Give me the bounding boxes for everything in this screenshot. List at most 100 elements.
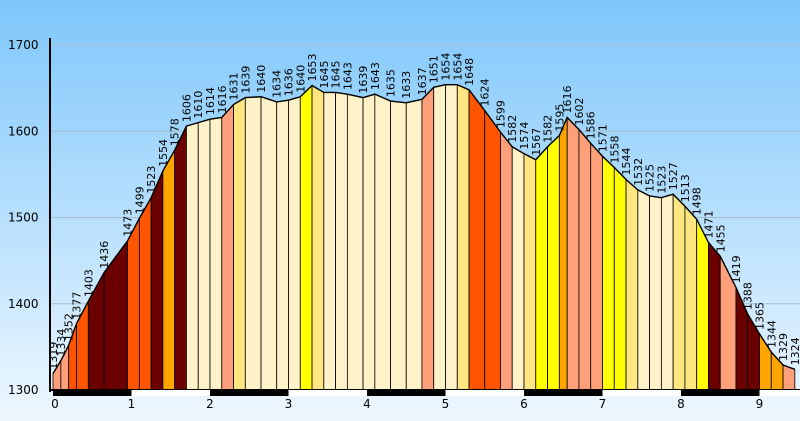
data-label: 1574: [518, 122, 531, 150]
elevation-outline: [52, 83, 796, 374]
data-label: 1352: [63, 313, 76, 341]
data-label: 1586: [585, 111, 598, 139]
distance-scale-segment: [131, 390, 210, 396]
data-label: 1643: [369, 62, 382, 90]
data-label: 1640: [255, 65, 268, 93]
elevation-band: [484, 109, 501, 391]
data-label: 1645: [318, 60, 331, 88]
elevation-band: [244, 96, 262, 391]
elevation-band: [500, 130, 513, 391]
elevation-band: [672, 193, 686, 391]
data-label: 1567: [530, 128, 543, 156]
y-axis-ticks: 1300 1400 1500 1600 1700: [8, 38, 39, 397]
elevation-band: [625, 178, 639, 391]
elevation-band: [197, 118, 211, 391]
x-tick-label: 5: [442, 397, 450, 411]
elevation-band: [260, 96, 278, 391]
distance-scale-segment: [53, 390, 132, 396]
elevation-band: [511, 146, 525, 391]
data-label: 1633: [400, 71, 413, 99]
y-tick-label: 1500: [8, 211, 39, 225]
distance-scale-segment: [210, 390, 289, 396]
data-label: 1645: [330, 60, 343, 88]
data-label: 1436: [98, 241, 111, 269]
elevation-band: [221, 103, 234, 391]
data-label: 1525: [644, 164, 657, 192]
data-label: 1582: [542, 115, 555, 143]
elevation-band: [696, 219, 709, 391]
distance-scale-segment: [288, 390, 367, 396]
elevation-band: [445, 84, 458, 391]
y-tick-label: 1300: [8, 383, 39, 397]
data-label: 1403: [82, 269, 95, 297]
data-label: 1377: [71, 292, 84, 320]
x-tick-label: 9: [756, 397, 764, 411]
data-labels: 1319133413521377140314361473149915231554…: [47, 53, 800, 370]
elevation-band: [421, 86, 435, 391]
data-label: 1639: [357, 66, 370, 94]
data-label: 1419: [730, 255, 743, 283]
data-label: 1329: [777, 333, 790, 361]
elevation-band: [558, 117, 568, 391]
data-label: 1643: [341, 62, 354, 90]
data-label: 1634: [271, 70, 284, 98]
data-label: 1639: [239, 66, 252, 94]
elevation-band: [602, 155, 615, 391]
elevation-band: [162, 148, 176, 391]
data-label: 1599: [494, 100, 507, 128]
data-label: 1554: [157, 139, 170, 167]
data-label: 1455: [714, 224, 727, 252]
data-label: 1513: [679, 174, 692, 202]
elevation-band: [649, 195, 662, 391]
data-label: 1527: [667, 162, 680, 190]
distance-scale-segment: [759, 390, 800, 396]
elevation-band: [390, 100, 407, 391]
distance-scale-segment: [681, 390, 760, 396]
data-label: 1610: [192, 91, 205, 119]
elevation-band: [456, 84, 470, 391]
data-label: 1606: [180, 94, 193, 122]
elevation-band: [138, 196, 152, 391]
elevation-band: [374, 93, 391, 391]
data-label: 1523: [655, 166, 668, 194]
distance-scale-segment: [602, 390, 681, 396]
data-label: 1473: [122, 209, 135, 237]
axes: [49, 38, 800, 396]
data-label: 1653: [306, 54, 319, 82]
data-label: 1640: [294, 65, 307, 93]
data-label: 1558: [608, 135, 621, 163]
data-label: 1651: [428, 55, 441, 83]
x-tick-label: 3: [285, 397, 293, 411]
elevation-band: [684, 205, 698, 391]
x-tick-label: 1: [128, 397, 136, 411]
elevation-band: [323, 92, 336, 391]
data-label: 1578: [169, 118, 182, 146]
elevation-band: [209, 116, 223, 391]
x-tick-label: 7: [599, 397, 607, 411]
data-label: 1498: [691, 187, 704, 215]
data-label: 1635: [385, 69, 398, 97]
data-label: 1631: [228, 73, 241, 101]
elevation-band: [535, 145, 548, 391]
elevation-band: [547, 134, 560, 391]
distance-scale-segment: [367, 390, 446, 396]
elevation-band: [433, 84, 446, 391]
data-label: 1334: [55, 329, 68, 357]
elevation-band: [362, 93, 376, 391]
elevation-band: [523, 153, 537, 391]
data-label: 1365: [754, 302, 767, 330]
data-label: 1523: [145, 166, 158, 194]
elevation-band: [288, 96, 301, 391]
x-tick-label: 4: [363, 397, 371, 411]
data-label: 1319: [47, 342, 60, 370]
elevation-band: [566, 116, 580, 391]
data-label: 1654: [451, 53, 464, 81]
x-tick-label: 8: [677, 397, 685, 411]
data-label: 1648: [463, 58, 476, 86]
data-label: 1614: [204, 87, 217, 115]
elevation-band: [150, 170, 164, 391]
data-label: 1636: [283, 68, 296, 96]
data-label: 1616: [216, 85, 229, 113]
data-label: 1571: [597, 124, 610, 152]
